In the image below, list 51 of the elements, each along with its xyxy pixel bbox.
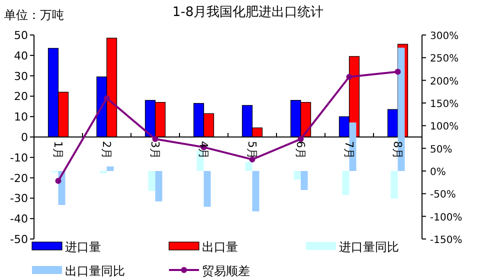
point (55, 178, 62, 184)
x-tick-label: 1月 (51, 141, 64, 159)
y-tick-label: -50 (10, 233, 28, 246)
y-tick-label: 40 (14, 49, 28, 62)
y-tick-label: -10 (10, 151, 28, 164)
point (249, 156, 256, 162)
x-tick-label: 3月 (148, 141, 162, 159)
y2-tick-label: 300% (430, 31, 459, 42)
y2-tick-label: 100% (430, 122, 459, 133)
bar (294, 171, 301, 180)
y-tick-label: 10 (14, 110, 28, 124)
y-tick-label: 50 (14, 29, 28, 42)
chart-title: 1-8月我国化肥进出口统计 (172, 5, 324, 20)
text: 单位：万吨 (4, 8, 64, 22)
legend-label: 进口量同比 (339, 240, 399, 254)
y2-tick-label: -150% (430, 235, 462, 246)
y-tick-label: 0 (21, 131, 28, 144)
y-tick-label: -20 (10, 172, 28, 185)
bar (390, 171, 398, 199)
y2-tick-label: -100% (430, 212, 462, 224)
point (346, 74, 352, 80)
y2-tick-label: 50% (430, 144, 452, 156)
legend-label: 进口量 (65, 240, 101, 254)
y2-tick-label: 250% (430, 54, 459, 65)
point (104, 95, 110, 102)
bar (155, 171, 162, 202)
y2-tick-label: 200% (430, 76, 459, 88)
y2-tick-label: -50% (430, 190, 456, 201)
bar (204, 171, 211, 207)
y-tick-label: -30 (10, 192, 28, 206)
legend-label: 出口量同比 (65, 264, 125, 278)
x-tick-label: 7月 (342, 141, 356, 159)
bar (252, 171, 260, 212)
point (394, 68, 401, 75)
x-tick-label: 8月 (390, 141, 404, 159)
x-tick-label: 5月 (245, 141, 258, 159)
bar (245, 162, 252, 171)
legend-label: 贸易顺差 (202, 264, 250, 278)
bar (342, 171, 350, 196)
y2-tick-label: 150% (430, 99, 459, 110)
y-tick-label: 20 (14, 90, 28, 104)
x-tick-label: 2月 (100, 141, 113, 159)
bar (106, 166, 114, 171)
legend-label: 出口量 (202, 240, 238, 254)
bar (300, 171, 308, 190)
y-tick-label: 30 (14, 70, 28, 83)
y2-tick-label: 0% (430, 167, 446, 178)
y-tick-label: -40 (10, 212, 28, 226)
x-tick-label: 6月 (294, 141, 307, 159)
x-tick-label: 4月 (196, 141, 210, 159)
bar (148, 171, 156, 191)
